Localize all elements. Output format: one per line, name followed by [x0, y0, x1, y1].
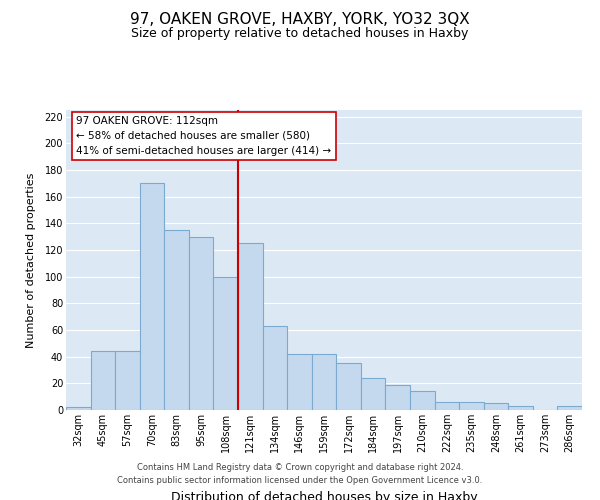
Text: Contains public sector information licensed under the Open Government Licence v3: Contains public sector information licen… [118, 476, 482, 485]
Bar [361, 378, 385, 410]
Bar [385, 384, 410, 410]
Text: Contains HM Land Registry data © Crown copyright and database right 2024.: Contains HM Land Registry data © Crown c… [137, 464, 463, 472]
Bar [189, 236, 214, 410]
Bar [287, 354, 312, 410]
Bar [557, 406, 582, 410]
Y-axis label: Number of detached properties: Number of detached properties [26, 172, 36, 348]
Bar [434, 402, 459, 410]
Bar [263, 326, 287, 410]
Bar [459, 402, 484, 410]
X-axis label: Distribution of detached houses by size in Haxby: Distribution of detached houses by size … [170, 491, 478, 500]
Text: 97 OAKEN GROVE: 112sqm
← 58% of detached houses are smaller (580)
41% of semi-de: 97 OAKEN GROVE: 112sqm ← 58% of detached… [76, 116, 331, 156]
Text: Size of property relative to detached houses in Haxby: Size of property relative to detached ho… [131, 28, 469, 40]
Bar [91, 352, 115, 410]
Bar [410, 392, 434, 410]
Text: 97, OAKEN GROVE, HAXBY, YORK, YO32 3QX: 97, OAKEN GROVE, HAXBY, YORK, YO32 3QX [130, 12, 470, 28]
Bar [238, 244, 263, 410]
Bar [164, 230, 189, 410]
Bar [115, 352, 140, 410]
Bar [214, 276, 238, 410]
Bar [484, 404, 508, 410]
Bar [508, 406, 533, 410]
Bar [312, 354, 336, 410]
Bar [66, 408, 91, 410]
Bar [336, 364, 361, 410]
Bar [140, 184, 164, 410]
